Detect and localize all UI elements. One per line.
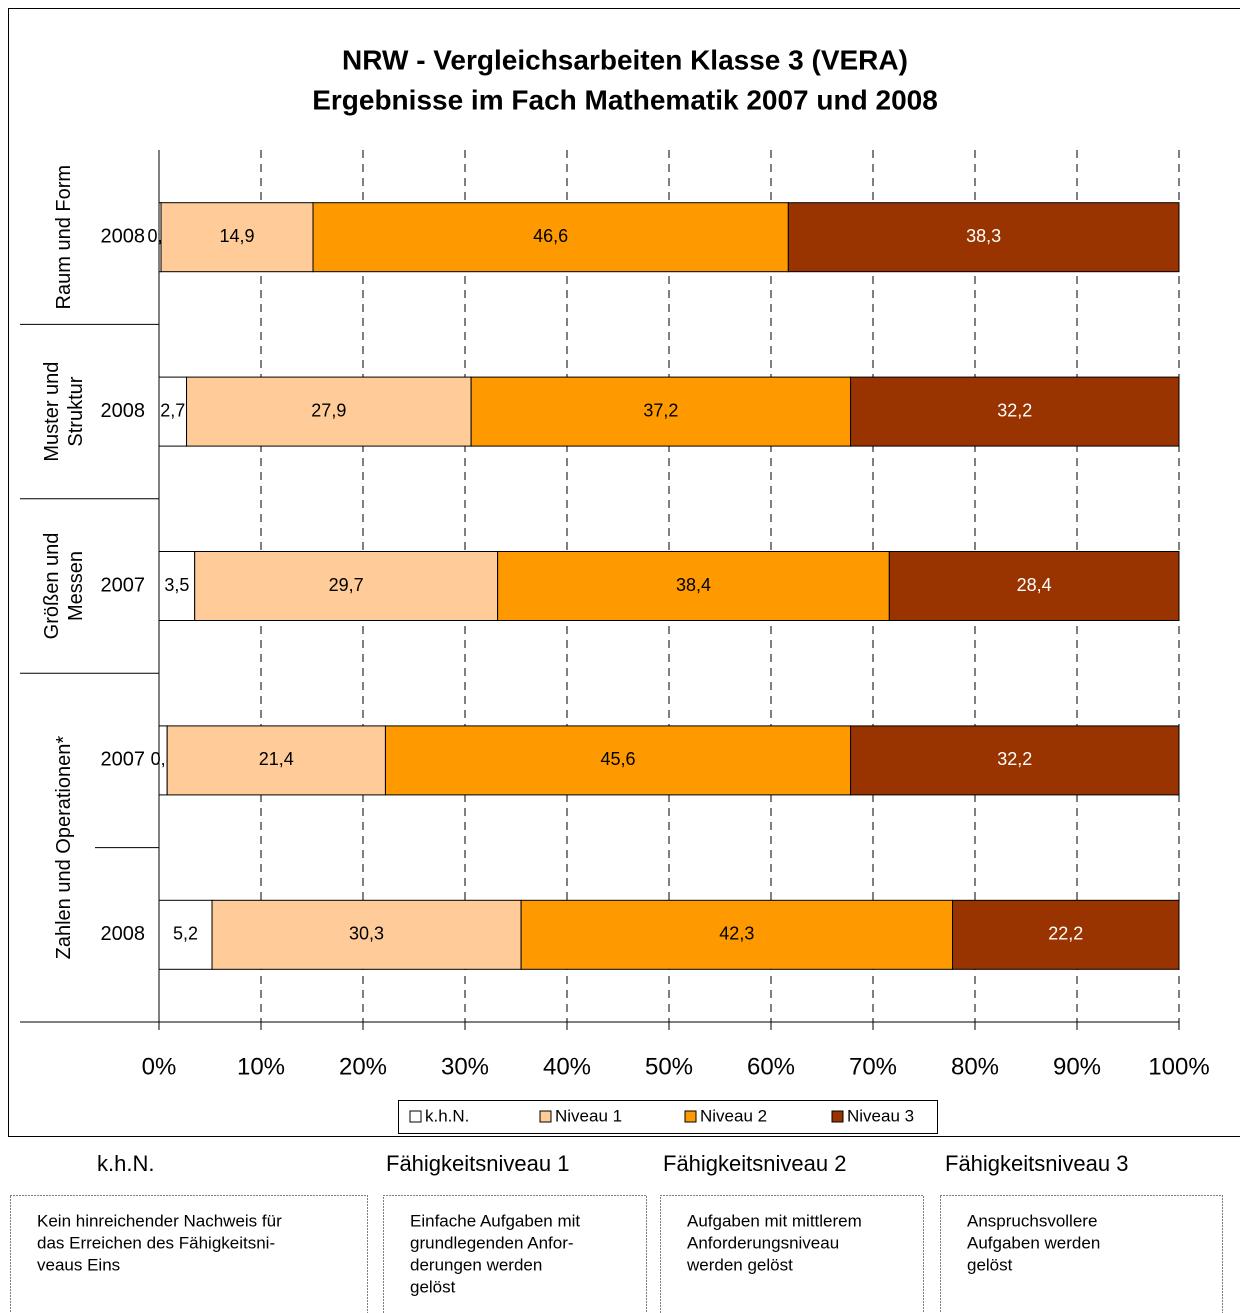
value-label: 28,4 bbox=[1017, 575, 1052, 595]
bar-segment bbox=[158, 899, 213, 970]
group-label-line: Größen und bbox=[41, 533, 63, 640]
value-label: 21,4 bbox=[259, 749, 294, 769]
value-label: 37,2 bbox=[643, 400, 678, 420]
description-text: das Erreichen des Fähigkeitsni- bbox=[37, 1233, 275, 1252]
y-tick-label: 2007 bbox=[101, 749, 146, 771]
value-label: 32,2 bbox=[997, 400, 1032, 420]
bar-segment bbox=[470, 376, 852, 447]
x-tick-label: 100% bbox=[1148, 1053, 1209, 1080]
value-label: 2,7 bbox=[160, 400, 185, 420]
value-label: 45,6 bbox=[600, 749, 635, 769]
bar-segment bbox=[160, 202, 314, 273]
chart-title: Ergebnisse im Fach Mathematik 2007 und 2… bbox=[312, 84, 938, 115]
group-label: Größen und Messen bbox=[41, 533, 87, 640]
bar-segment bbox=[211, 899, 522, 970]
description-title: Fähigkeitsniveau 3 bbox=[945, 1151, 1128, 1176]
description-text: Anforderungsniveau bbox=[687, 1233, 839, 1252]
description-box bbox=[940, 1195, 1223, 1313]
bar-segment bbox=[497, 551, 890, 621]
group-label-line: Messen bbox=[65, 551, 87, 621]
description-text: gelöst bbox=[967, 1255, 1013, 1274]
description-text: Einfache Aufgaben mit bbox=[410, 1211, 580, 1230]
description-box bbox=[660, 1195, 924, 1313]
bar-segment bbox=[186, 376, 472, 447]
x-tick-label: 30% bbox=[441, 1053, 489, 1080]
description-text: werden gelöst bbox=[686, 1255, 793, 1274]
y-tick-label: 2007 bbox=[101, 574, 146, 596]
value-label: 38,4 bbox=[676, 575, 711, 595]
x-tick-label: 0% bbox=[142, 1053, 177, 1080]
description-text: Aufgaben werden bbox=[967, 1233, 1100, 1252]
group-label-line: Muster und bbox=[41, 362, 63, 462]
value-label: 3,5 bbox=[164, 575, 189, 595]
description-title: Fähigkeitsniveau 2 bbox=[663, 1151, 846, 1176]
group-label: Zahlen und Operationen* bbox=[53, 736, 75, 960]
bar-segment bbox=[888, 551, 1180, 621]
group-label-line: Zahlen und Operationen* bbox=[53, 736, 75, 960]
description-box bbox=[383, 1195, 647, 1313]
value-label: 42,3 bbox=[719, 924, 754, 944]
group-label: Raum und Form bbox=[53, 165, 75, 310]
bar-segment bbox=[194, 551, 499, 621]
value-label: 38,3 bbox=[966, 226, 1001, 246]
bar-segment bbox=[850, 725, 1180, 796]
description-text: veaus Eins bbox=[37, 1255, 120, 1274]
legend-box bbox=[398, 1100, 938, 1134]
description-box bbox=[10, 1195, 368, 1313]
group-label-line: Struktur bbox=[65, 376, 87, 446]
value-label: 5,2 bbox=[173, 924, 198, 944]
x-tick-label: 50% bbox=[645, 1053, 693, 1080]
legend-swatch bbox=[684, 1110, 697, 1123]
description-text: derungen werden bbox=[410, 1255, 542, 1274]
value-label: 46,6 bbox=[533, 226, 568, 246]
legend-swatch bbox=[409, 1110, 422, 1123]
y-tick-label: 2008 bbox=[101, 400, 146, 422]
value-label: 30,3 bbox=[349, 924, 384, 944]
y-tick-label: 2008 bbox=[101, 225, 146, 247]
bar-segment bbox=[850, 376, 1180, 447]
legend-label: Niveau 3 bbox=[847, 1106, 914, 1125]
bar-segment bbox=[952, 899, 1180, 970]
x-tick-label: 60% bbox=[747, 1053, 795, 1080]
value-label: 22,2 bbox=[1048, 924, 1083, 944]
bar-segment bbox=[312, 202, 789, 273]
x-tick-label: 70% bbox=[849, 1053, 897, 1080]
description-text: Aufgaben mit mittlerem bbox=[687, 1211, 862, 1230]
x-tick-label: 20% bbox=[339, 1053, 387, 1080]
bar-segment bbox=[520, 899, 954, 970]
legend-label: Niveau 2 bbox=[700, 1106, 767, 1125]
x-tick-label: 10% bbox=[237, 1053, 285, 1080]
description-text: Anspruchsvollere bbox=[967, 1211, 1097, 1230]
bar-segment bbox=[787, 202, 1180, 273]
x-tick-label: 80% bbox=[951, 1053, 999, 1080]
bar-segment bbox=[166, 725, 386, 796]
value-label: 32,2 bbox=[997, 749, 1032, 769]
x-tick-label: 40% bbox=[543, 1053, 591, 1080]
description-text: gelöst bbox=[410, 1277, 456, 1296]
value-label: 27,9 bbox=[311, 400, 346, 420]
group-label: Muster und Struktur bbox=[41, 362, 87, 462]
description-title: k.h.N. bbox=[97, 1151, 154, 1176]
legend-swatch bbox=[831, 1110, 844, 1123]
value-label: 29,7 bbox=[329, 575, 364, 595]
group-label-line: Raum und Form bbox=[53, 165, 75, 310]
x-tick-label: 90% bbox=[1053, 1053, 1101, 1080]
legend-swatch bbox=[539, 1110, 552, 1123]
legend-label: Niveau 1 bbox=[555, 1106, 622, 1125]
description-text: grundlegenden Anfor- bbox=[410, 1233, 574, 1252]
chart-title: NRW - Vergleichsarbeiten Klasse 3 (VERA) bbox=[342, 44, 908, 75]
description-title: Fähigkeitsniveau 1 bbox=[386, 1151, 569, 1176]
y-tick-label: 2008 bbox=[101, 923, 146, 945]
value-label: 14,9 bbox=[220, 226, 255, 246]
description-text: Kein hinreichender Nachweis für bbox=[37, 1211, 282, 1230]
bar-segment bbox=[384, 725, 852, 796]
legend-label: k.h.N. bbox=[425, 1106, 469, 1125]
